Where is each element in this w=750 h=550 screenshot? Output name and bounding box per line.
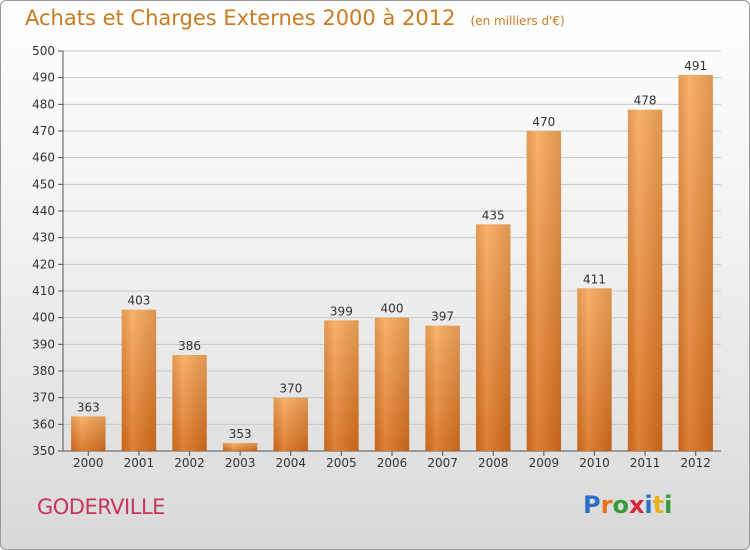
bar-value-label: 399 <box>330 304 353 318</box>
bar-value-label: 370 <box>279 382 302 396</box>
bar-shade <box>121 309 157 451</box>
y-tick-label: 460 <box>32 151 55 165</box>
y-tick-label: 470 <box>32 124 55 138</box>
y-tick-label: 400 <box>32 311 55 325</box>
logo-letter: i <box>664 491 673 519</box>
commune-name: GODERVILLE <box>37 495 165 519</box>
y-tick-label: 430 <box>32 231 55 245</box>
x-tick-label: 2001 <box>124 456 155 470</box>
y-tick-label: 420 <box>32 257 55 271</box>
bar-shade <box>273 397 308 451</box>
y-tick-label: 380 <box>32 364 55 378</box>
x-tick-label: 2005 <box>326 456 357 470</box>
logo-letter: t <box>652 491 665 519</box>
chart-title-text: Achats et Charges Externes 2000 à 2012 <box>25 6 456 30</box>
y-tick-label: 370 <box>32 391 55 405</box>
bar-shade <box>324 320 359 451</box>
chart-title: Achats et Charges Externes 2000 à 2012 (… <box>25 6 565 30</box>
x-tick-label: 2008 <box>478 456 509 470</box>
x-tick-label: 2002 <box>174 456 205 470</box>
y-tick-label: 360 <box>32 417 55 431</box>
bar-value-label: 386 <box>178 339 201 353</box>
bar-value-label: 491 <box>684 59 707 73</box>
bar-value-label: 397 <box>431 310 454 324</box>
x-tick-label: 2007 <box>427 456 458 470</box>
x-tick-label: 2006 <box>377 456 408 470</box>
bar-value-label: 470 <box>532 115 555 129</box>
bar-shade <box>476 224 511 451</box>
x-tick-label: 2000 <box>73 456 104 470</box>
bar-shade <box>577 288 612 451</box>
y-tick-label: 490 <box>32 71 55 85</box>
logo-letter: i <box>644 491 653 519</box>
bar-shade <box>374 317 410 451</box>
bar-value-label: 363 <box>77 400 100 414</box>
bar-shade <box>172 355 207 451</box>
logo-letter: o <box>612 491 629 519</box>
x-tick-label: 2010 <box>579 456 610 470</box>
y-tick-label: 350 <box>32 444 55 458</box>
bar-value-label: 353 <box>229 427 252 441</box>
bar-shade <box>222 443 258 451</box>
bar-value-label: 435 <box>482 208 505 222</box>
y-tick-label: 390 <box>32 337 55 351</box>
x-tick-label: 2012 <box>680 456 711 470</box>
bar-value-label: 411 <box>583 272 606 286</box>
bar-value-label: 403 <box>127 294 150 308</box>
y-tick-label: 410 <box>32 284 55 298</box>
bar-value-label: 478 <box>634 94 657 108</box>
bar-shade <box>71 416 106 451</box>
logo-letter: P <box>583 491 601 519</box>
x-tick-label: 2011 <box>630 456 661 470</box>
logo-letter: r <box>600 491 613 519</box>
y-tick-label: 450 <box>32 177 55 191</box>
bar-shade <box>425 325 460 451</box>
logo-letter: x <box>628 491 645 519</box>
y-tick-label: 500 <box>32 44 55 58</box>
bar-shade <box>627 109 663 452</box>
x-tick-label: 2003 <box>225 456 256 470</box>
y-tick-label: 440 <box>32 204 55 218</box>
bar-value-label: 400 <box>381 302 404 316</box>
y-tick-label: 480 <box>32 97 55 111</box>
proxiti-logo: Proxiti <box>583 491 672 519</box>
x-tick-label: 2009 <box>529 456 560 470</box>
bar-shade <box>526 131 562 451</box>
chart-unit-text: (en milliers d'€) <box>470 14 565 28</box>
x-tick-label: 2004 <box>275 456 306 470</box>
bar-shade <box>678 75 713 451</box>
